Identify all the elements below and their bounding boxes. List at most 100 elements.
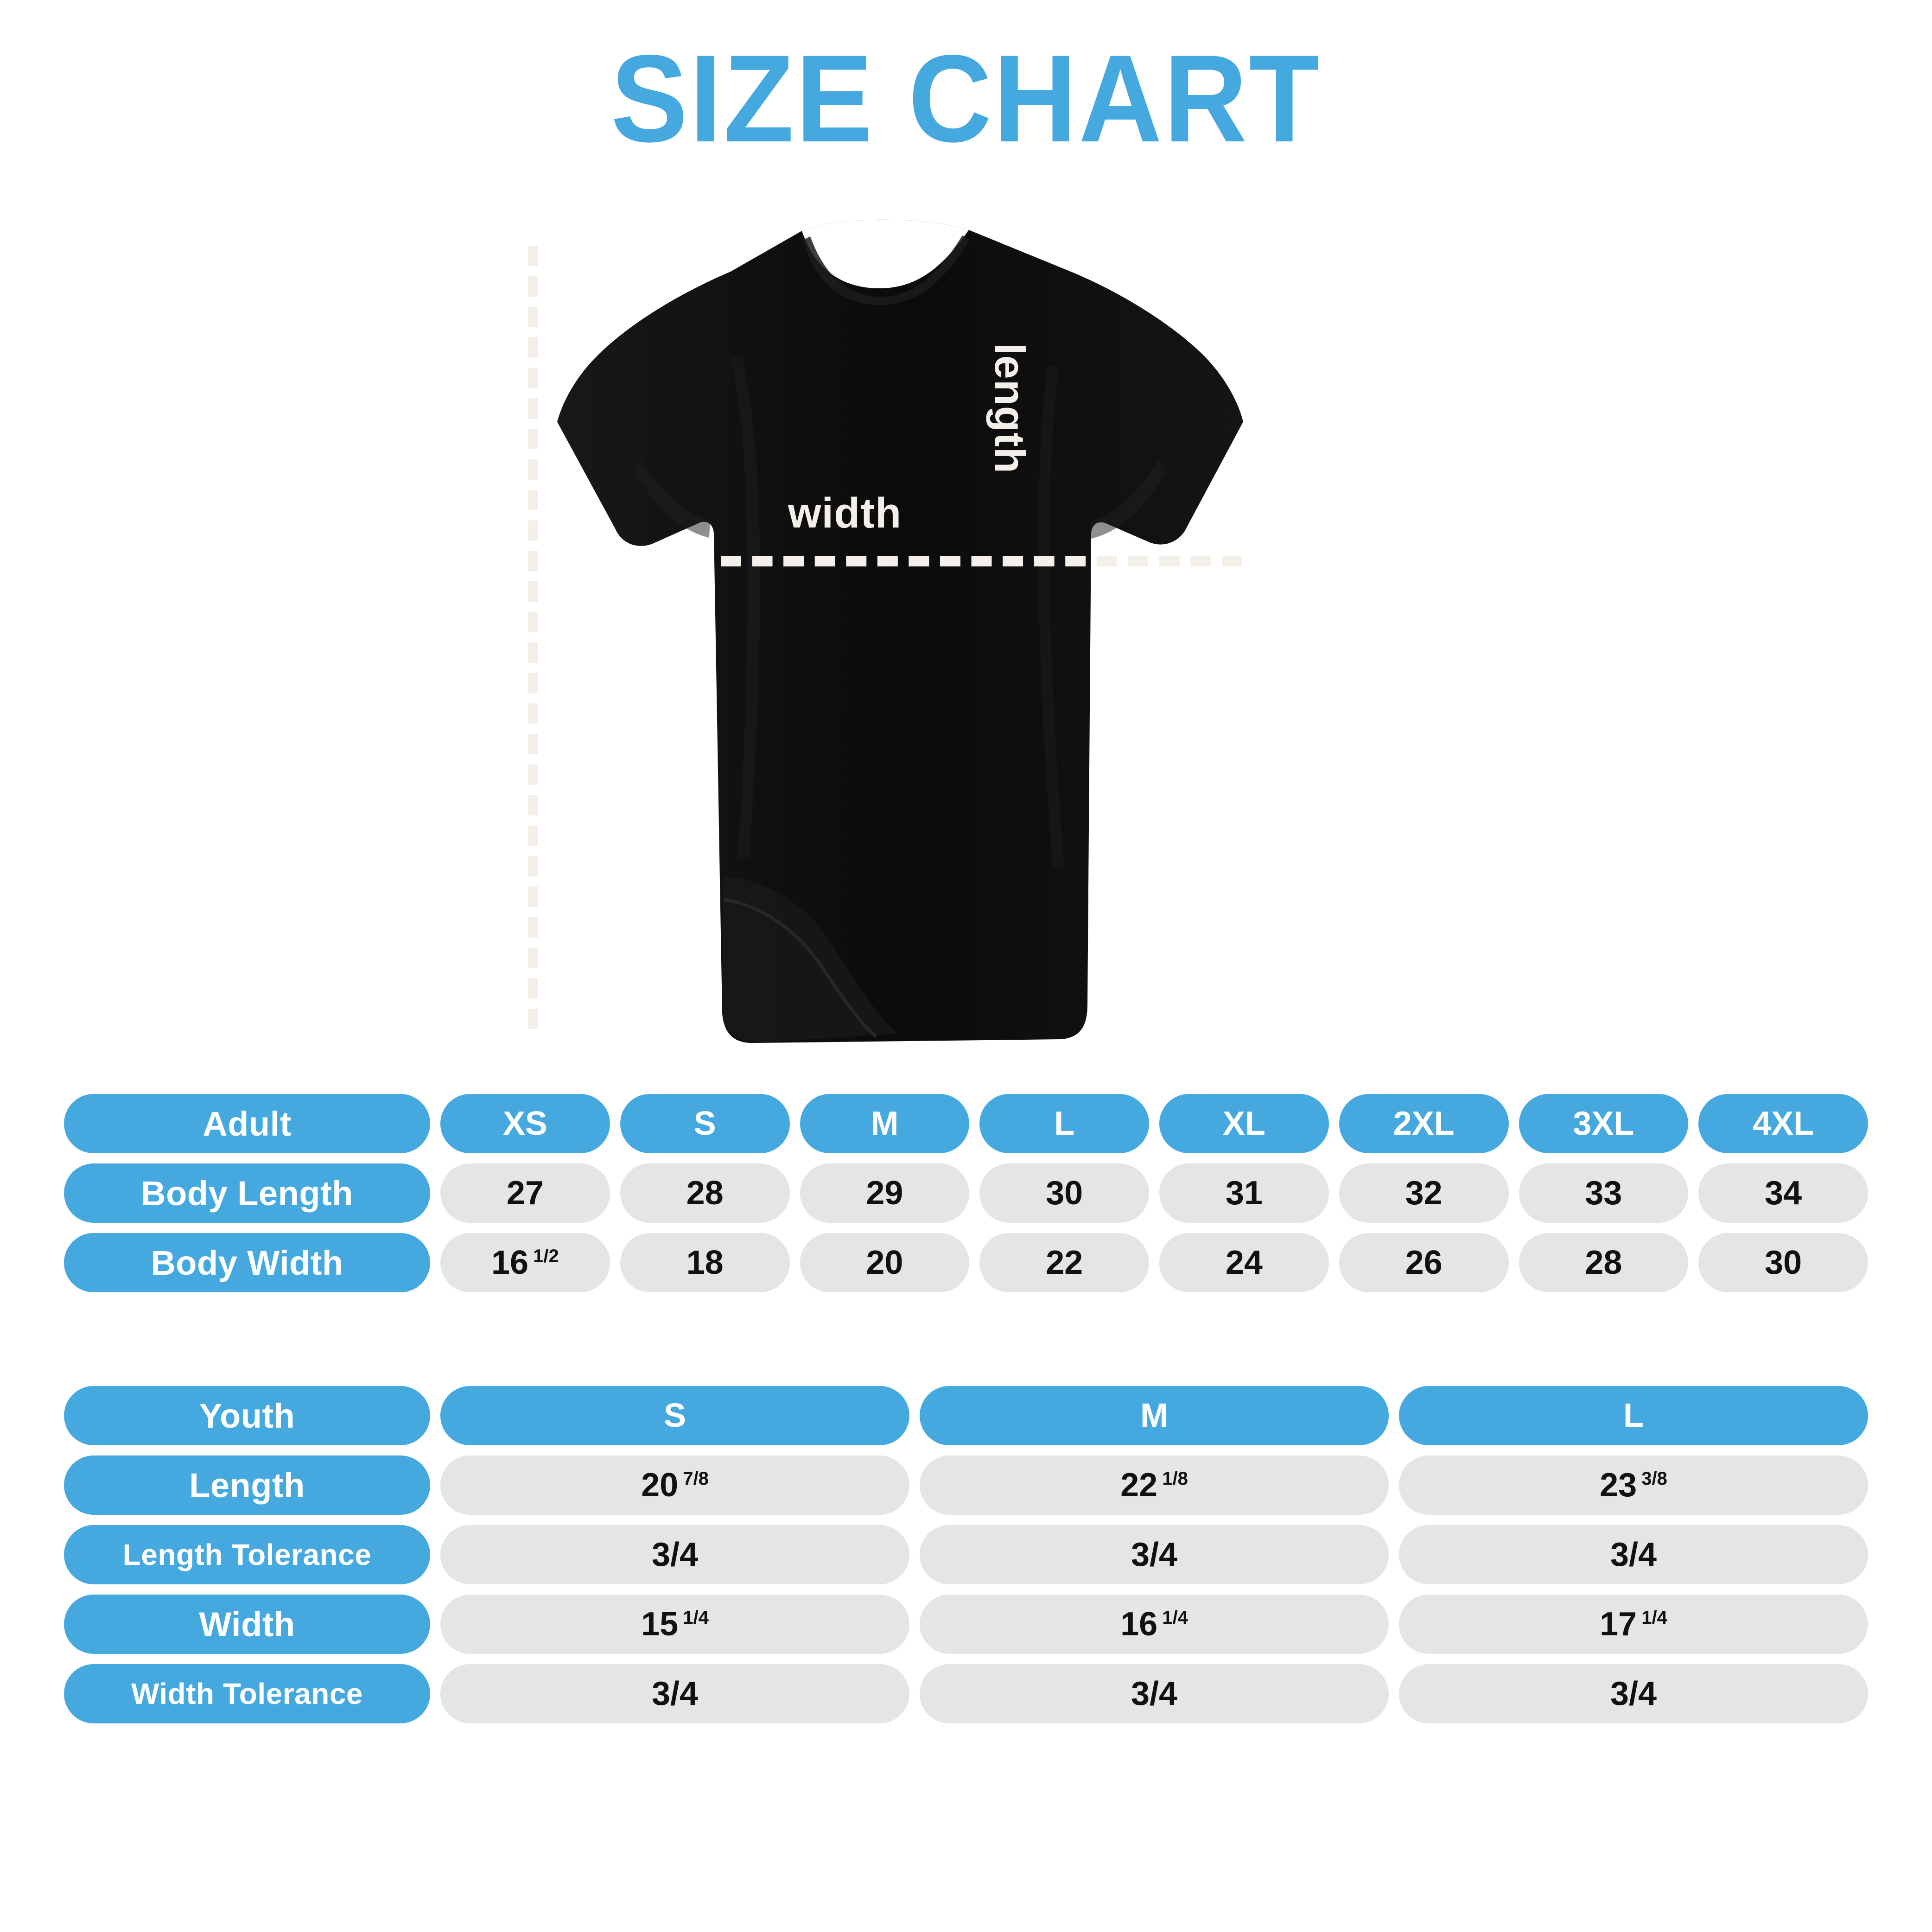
table-cell: 27 bbox=[440, 1163, 610, 1223]
cell-value: 22 bbox=[1120, 1467, 1158, 1504]
youth-width-row: Width 15 1/4 16 1/4 17 1/4 bbox=[64, 1595, 1868, 1654]
cell-fraction: 3/8 bbox=[1641, 1468, 1667, 1489]
cell-value: 24 bbox=[1225, 1244, 1263, 1281]
table-cell: 20 bbox=[800, 1233, 970, 1292]
table-cell: 32 bbox=[1339, 1163, 1509, 1223]
length-label: length bbox=[986, 343, 1033, 474]
cell-value: 3/4 bbox=[1131, 1675, 1178, 1712]
youth-size-columns: S M L bbox=[440, 1386, 1868, 1445]
adult-size-m: M bbox=[800, 1094, 970, 1153]
table-cell: 15 1/4 bbox=[440, 1595, 909, 1654]
cell-fraction: 1/4 bbox=[683, 1607, 709, 1628]
cell-fraction: 7/8 bbox=[683, 1468, 709, 1489]
adult-size-4xl: 4XL bbox=[1698, 1094, 1868, 1153]
table-cell: 29 bbox=[800, 1163, 970, 1223]
youth-size-table: Youth S M L Length 20 7/8 22 1/8 23 3/8 … bbox=[64, 1386, 1868, 1734]
table-cell: 3/4 bbox=[440, 1525, 909, 1584]
youth-size-m: M bbox=[920, 1386, 1389, 1445]
table-cell: 30 bbox=[979, 1163, 1149, 1223]
cell-value: 3/4 bbox=[1131, 1536, 1178, 1573]
table-cell: 26 bbox=[1339, 1233, 1509, 1292]
cell-value: 15 bbox=[641, 1606, 679, 1643]
cell-value: 23 bbox=[1600, 1467, 1637, 1504]
table-cell: 3/4 bbox=[920, 1664, 1389, 1723]
table-cell: 28 bbox=[1519, 1233, 1689, 1292]
youth-header-label: Youth bbox=[64, 1386, 430, 1445]
cell-value: 3/4 bbox=[651, 1675, 699, 1712]
youth-width-tolerance-values: 3/4 3/4 3/4 bbox=[440, 1664, 1868, 1723]
cell-fraction: 1/8 bbox=[1162, 1468, 1188, 1489]
adult-size-table: Adult XS S M L XL 2XL 3XL 4XL Body Lengt… bbox=[64, 1094, 1868, 1303]
youth-width-values: 15 1/4 16 1/4 17 1/4 bbox=[440, 1595, 1868, 1654]
cell-value: 28 bbox=[686, 1175, 724, 1212]
adult-size-3xl: 3XL bbox=[1519, 1094, 1689, 1153]
table-cell: 17 1/4 bbox=[1399, 1595, 1868, 1654]
youth-length-row: Length 20 7/8 22 1/8 23 3/8 bbox=[64, 1455, 1868, 1515]
adult-body-length-row: Body Length 27 28 29 30 31 32 33 34 bbox=[64, 1163, 1868, 1223]
cell-value: 3/4 bbox=[651, 1536, 699, 1573]
cell-value: 29 bbox=[866, 1175, 903, 1212]
youth-length-values: 20 7/8 22 1/8 23 3/8 bbox=[440, 1455, 1868, 1515]
adult-body-length-values: 27 28 29 30 31 32 33 34 bbox=[440, 1163, 1868, 1223]
table-cell: 22 bbox=[979, 1233, 1149, 1292]
cell-value: 26 bbox=[1405, 1244, 1443, 1281]
cell-value: 34 bbox=[1765, 1175, 1802, 1212]
table-cell: 30 bbox=[1698, 1233, 1868, 1292]
adult-size-2xl: 2XL bbox=[1339, 1094, 1509, 1153]
cell-value: 18 bbox=[686, 1244, 724, 1281]
cell-value: 30 bbox=[1046, 1175, 1083, 1212]
adult-size-s: S bbox=[620, 1094, 790, 1153]
youth-header-row: Youth S M L bbox=[64, 1386, 1868, 1445]
page-title: SIZE CHART bbox=[610, 29, 1322, 168]
table-cell: 23 3/8 bbox=[1399, 1455, 1868, 1515]
youth-length-label: Length bbox=[64, 1455, 430, 1515]
youth-length-tolerance-label: Length Tolerance bbox=[64, 1525, 430, 1584]
adult-size-l: L bbox=[979, 1094, 1149, 1153]
length-guide-line bbox=[528, 246, 538, 1029]
youth-size-s: S bbox=[440, 1386, 909, 1445]
youth-width-tolerance-row: Width Tolerance 3/4 3/4 3/4 bbox=[64, 1664, 1868, 1723]
cell-value: 17 bbox=[1600, 1606, 1637, 1643]
cell-value: 32 bbox=[1405, 1175, 1443, 1212]
cell-value: 30 bbox=[1765, 1244, 1802, 1281]
tshirt-figure bbox=[524, 218, 1275, 1057]
table-cell: 20 7/8 bbox=[440, 1455, 909, 1515]
youth-width-label: Width bbox=[64, 1595, 430, 1654]
tshirt-icon bbox=[557, 219, 1243, 1043]
cell-value: 20 bbox=[641, 1467, 679, 1504]
cell-value: 3/4 bbox=[1610, 1536, 1657, 1573]
cell-fraction: 1/4 bbox=[1162, 1607, 1188, 1628]
table-cell: 18 bbox=[620, 1233, 790, 1292]
cell-fraction: 1/4 bbox=[1641, 1607, 1667, 1628]
table-cell: 16 1/2 bbox=[440, 1233, 610, 1292]
table-cell: 33 bbox=[1519, 1163, 1689, 1223]
table-cell: 22 1/8 bbox=[920, 1455, 1389, 1515]
adult-body-length-label: Body Length bbox=[64, 1163, 430, 1223]
cell-value: 31 bbox=[1225, 1175, 1263, 1212]
table-cell: 16 1/4 bbox=[920, 1595, 1389, 1654]
cell-value: 16 bbox=[491, 1244, 529, 1281]
youth-size-l: L bbox=[1399, 1386, 1868, 1445]
cell-value: 20 bbox=[866, 1244, 903, 1281]
adult-body-width-values: 16 1/2 18 20 22 24 26 28 30 bbox=[440, 1233, 1868, 1292]
table-cell: 3/4 bbox=[440, 1664, 909, 1723]
youth-length-tolerance-values: 3/4 3/4 3/4 bbox=[440, 1525, 1868, 1584]
youth-width-tolerance-label: Width Tolerance bbox=[64, 1664, 430, 1723]
cell-fraction: 1/2 bbox=[533, 1246, 559, 1266]
adult-size-xl: XL bbox=[1159, 1094, 1329, 1153]
cell-value: 3/4 bbox=[1610, 1675, 1657, 1712]
table-cell: 3/4 bbox=[1399, 1664, 1868, 1723]
adult-body-width-label: Body Width bbox=[64, 1233, 430, 1292]
adult-body-width-row: Body Width 16 1/2 18 20 22 24 26 28 30 bbox=[64, 1233, 1868, 1292]
adult-header-row: Adult XS S M L XL 2XL 3XL 4XL bbox=[64, 1094, 1868, 1153]
table-cell: 3/4 bbox=[920, 1525, 1389, 1584]
table-cell: 31 bbox=[1159, 1163, 1329, 1223]
table-cell: 34 bbox=[1698, 1163, 1868, 1223]
adult-header-label: Adult bbox=[64, 1094, 430, 1153]
width-label: width bbox=[788, 489, 902, 537]
page-title-container: SIZE CHART bbox=[0, 36, 1932, 160]
cell-value: 28 bbox=[1585, 1244, 1622, 1281]
adult-size-columns: XS S M L XL 2XL 3XL 4XL bbox=[440, 1094, 1868, 1153]
table-cell: 3/4 bbox=[1399, 1525, 1868, 1584]
youth-length-tolerance-row: Length Tolerance 3/4 3/4 3/4 bbox=[64, 1525, 1868, 1584]
